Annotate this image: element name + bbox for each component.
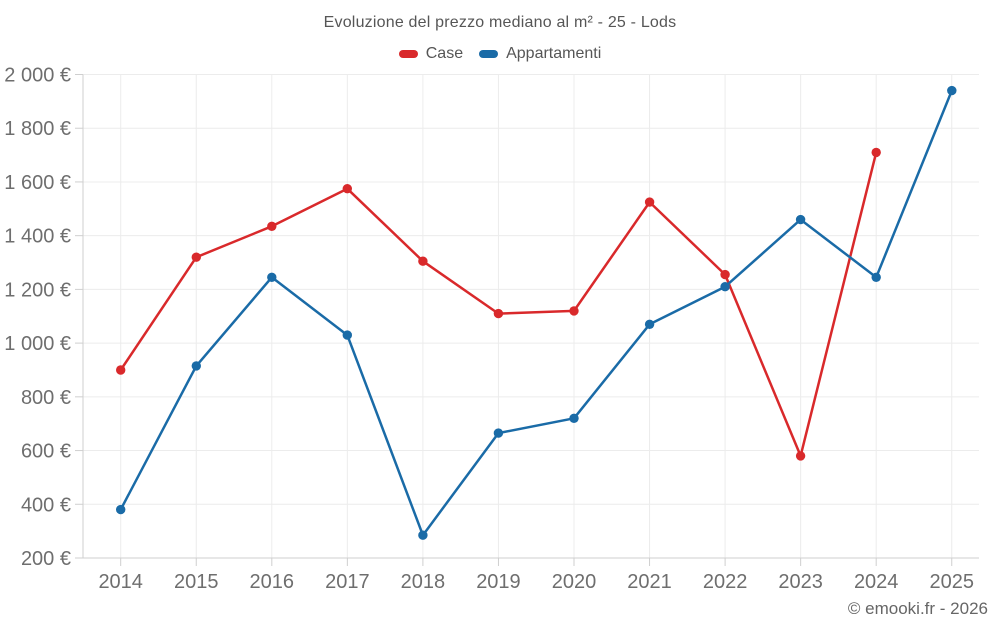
x-axis-label: 2022 xyxy=(703,571,748,593)
appartamenti-color-swatch xyxy=(479,50,499,58)
point-appartamenti-2025[interactable] xyxy=(947,85,957,96)
point-appartamenti-2022[interactable] xyxy=(720,282,730,292)
x-axis-label: 2015 xyxy=(174,571,219,593)
y-axis-label: 1 400 € xyxy=(4,226,71,248)
x-axis-label: 2019 xyxy=(476,571,521,593)
point-appartamenti-2018[interactable] xyxy=(418,530,428,540)
y-axis-label: 1 800 € xyxy=(4,118,71,140)
y-axis-label: 1 600 € xyxy=(4,172,71,194)
x-axis-label: 2014 xyxy=(98,571,143,593)
point-appartamenti-2015[interactable] xyxy=(191,361,201,371)
point-case-2017[interactable] xyxy=(342,184,352,194)
point-case-2019[interactable] xyxy=(493,308,504,319)
legend-item-case[interactable]: Case xyxy=(398,45,464,63)
point-case-2016[interactable] xyxy=(267,221,277,231)
y-axis-label: 600 € xyxy=(21,441,71,463)
point-case-2018[interactable] xyxy=(418,256,428,266)
point-appartamenti-2019[interactable] xyxy=(493,428,504,438)
y-axis-label: 1 200 € xyxy=(4,279,71,301)
chart-legend: Case Appartamenti xyxy=(0,45,1000,63)
point-appartamenti-2024[interactable] xyxy=(871,272,881,282)
point-case-2024[interactable] xyxy=(871,147,881,158)
x-axis-label: 2016 xyxy=(250,571,295,593)
x-axis-label: 2020 xyxy=(552,571,597,593)
point-appartamenti-2017[interactable] xyxy=(342,330,352,340)
legend-label-appartamenti: Appartamenti xyxy=(506,45,602,62)
y-axis-label: 1 000 € xyxy=(4,333,71,355)
chart-title: Evoluzione del prezzo mediano al m² - 25… xyxy=(323,14,677,31)
x-axis-label: 2017 xyxy=(325,571,370,593)
x-axis-label: 2018 xyxy=(401,571,446,593)
y-axis-label: 800 € xyxy=(21,387,71,409)
x-axis-label: 2025 xyxy=(930,571,975,593)
series-line-appartamenti xyxy=(119,89,954,537)
point-appartamenti-2020[interactable] xyxy=(569,413,579,423)
point-appartamenti-2023[interactable] xyxy=(795,214,806,225)
case-color-swatch xyxy=(398,50,418,58)
x-axis-label: 2021 xyxy=(627,571,672,593)
point-appartamenti-2014[interactable] xyxy=(116,504,126,515)
y-axis-label: 2 000 € xyxy=(4,65,71,87)
legend-label-case: Case xyxy=(425,45,464,62)
point-appartamenti-2016[interactable] xyxy=(267,272,277,282)
y-axis-label: 400 € xyxy=(21,494,71,516)
copyright-credit: © emooki.fr - 2026 xyxy=(847,599,988,618)
x-axis-label: 2023 xyxy=(778,571,823,593)
point-case-2020[interactable] xyxy=(569,306,579,316)
point-case-2021[interactable] xyxy=(644,197,655,207)
point-case-2014[interactable] xyxy=(116,365,126,375)
point-case-2023[interactable] xyxy=(795,451,806,461)
legend-item-appartamenti[interactable]: Appartamenti xyxy=(479,45,601,63)
point-appartamenti-2021[interactable] xyxy=(644,319,655,329)
y-axis-label: 200 € xyxy=(21,548,71,570)
point-case-2015[interactable] xyxy=(191,252,201,262)
x-axis-label: 2024 xyxy=(854,571,899,593)
point-case-2022[interactable] xyxy=(720,269,730,280)
